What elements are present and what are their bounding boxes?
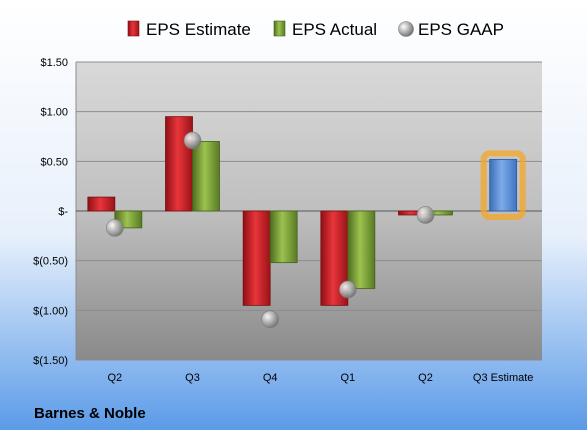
- gaap-marker: [106, 219, 124, 237]
- bars: [87, 116, 518, 306]
- legend-swatch: [127, 20, 140, 37]
- legend-swatch: [398, 21, 414, 37]
- legend-swatch: [273, 20, 286, 37]
- estimate-bar: [165, 116, 193, 212]
- x-tick-label: Q3: [185, 372, 200, 384]
- y-tick-label: $0.50: [40, 156, 68, 168]
- actual-bar: [192, 141, 220, 212]
- legend-label: EPS Actual: [292, 20, 377, 39]
- gaap-markers: [106, 131, 435, 329]
- estimate-highlight-bar: [489, 158, 518, 212]
- legend-label: EPS Estimate: [146, 20, 251, 39]
- y-tick-label: $1.00: [40, 107, 68, 119]
- gaap-marker: [416, 206, 435, 224]
- estimate-bar: [242, 210, 271, 306]
- gaap-marker: [183, 131, 202, 150]
- y-tick-label: $(1.00): [33, 305, 68, 317]
- y-tick-label: $1.50: [40, 57, 68, 69]
- legend-label: EPS GAAP: [418, 20, 504, 39]
- estimate-bar: [87, 196, 116, 212]
- gaap-marker: [261, 310, 279, 329]
- x-tick-label: Q2: [418, 372, 433, 384]
- actual-bar: [347, 210, 376, 289]
- y-axis-ticks: $1.50 $1.00 $0.50 $- $(0.50) $(1.00) $(1.50): [33, 57, 68, 367]
- y-tick-label: $-: [58, 206, 68, 218]
- legend: EPS Estimate EPS Actual EPS GAAP: [127, 20, 504, 39]
- gaap-marker: [339, 280, 357, 299]
- actual-bar: [269, 210, 298, 264]
- highlight-layer: [480, 150, 526, 220]
- x-tick-label: Q3 Estimate: [473, 372, 534, 384]
- x-tick-label: Q2: [107, 372, 122, 384]
- y-tick-label: $(0.50): [33, 256, 68, 268]
- x-tick-label: Q1: [340, 372, 355, 384]
- x-axis-ticks: Q2 Q3 Q4 Q1 Q2 Q3 Estimate: [107, 372, 533, 384]
- highlight-glow: [480, 150, 526, 220]
- gridlines: [75, 61, 542, 361]
- x-tick-label: Q4: [263, 372, 278, 384]
- company-name: Barnes & Noble: [34, 405, 146, 422]
- y-tick-label: $(1.50): [33, 355, 68, 367]
